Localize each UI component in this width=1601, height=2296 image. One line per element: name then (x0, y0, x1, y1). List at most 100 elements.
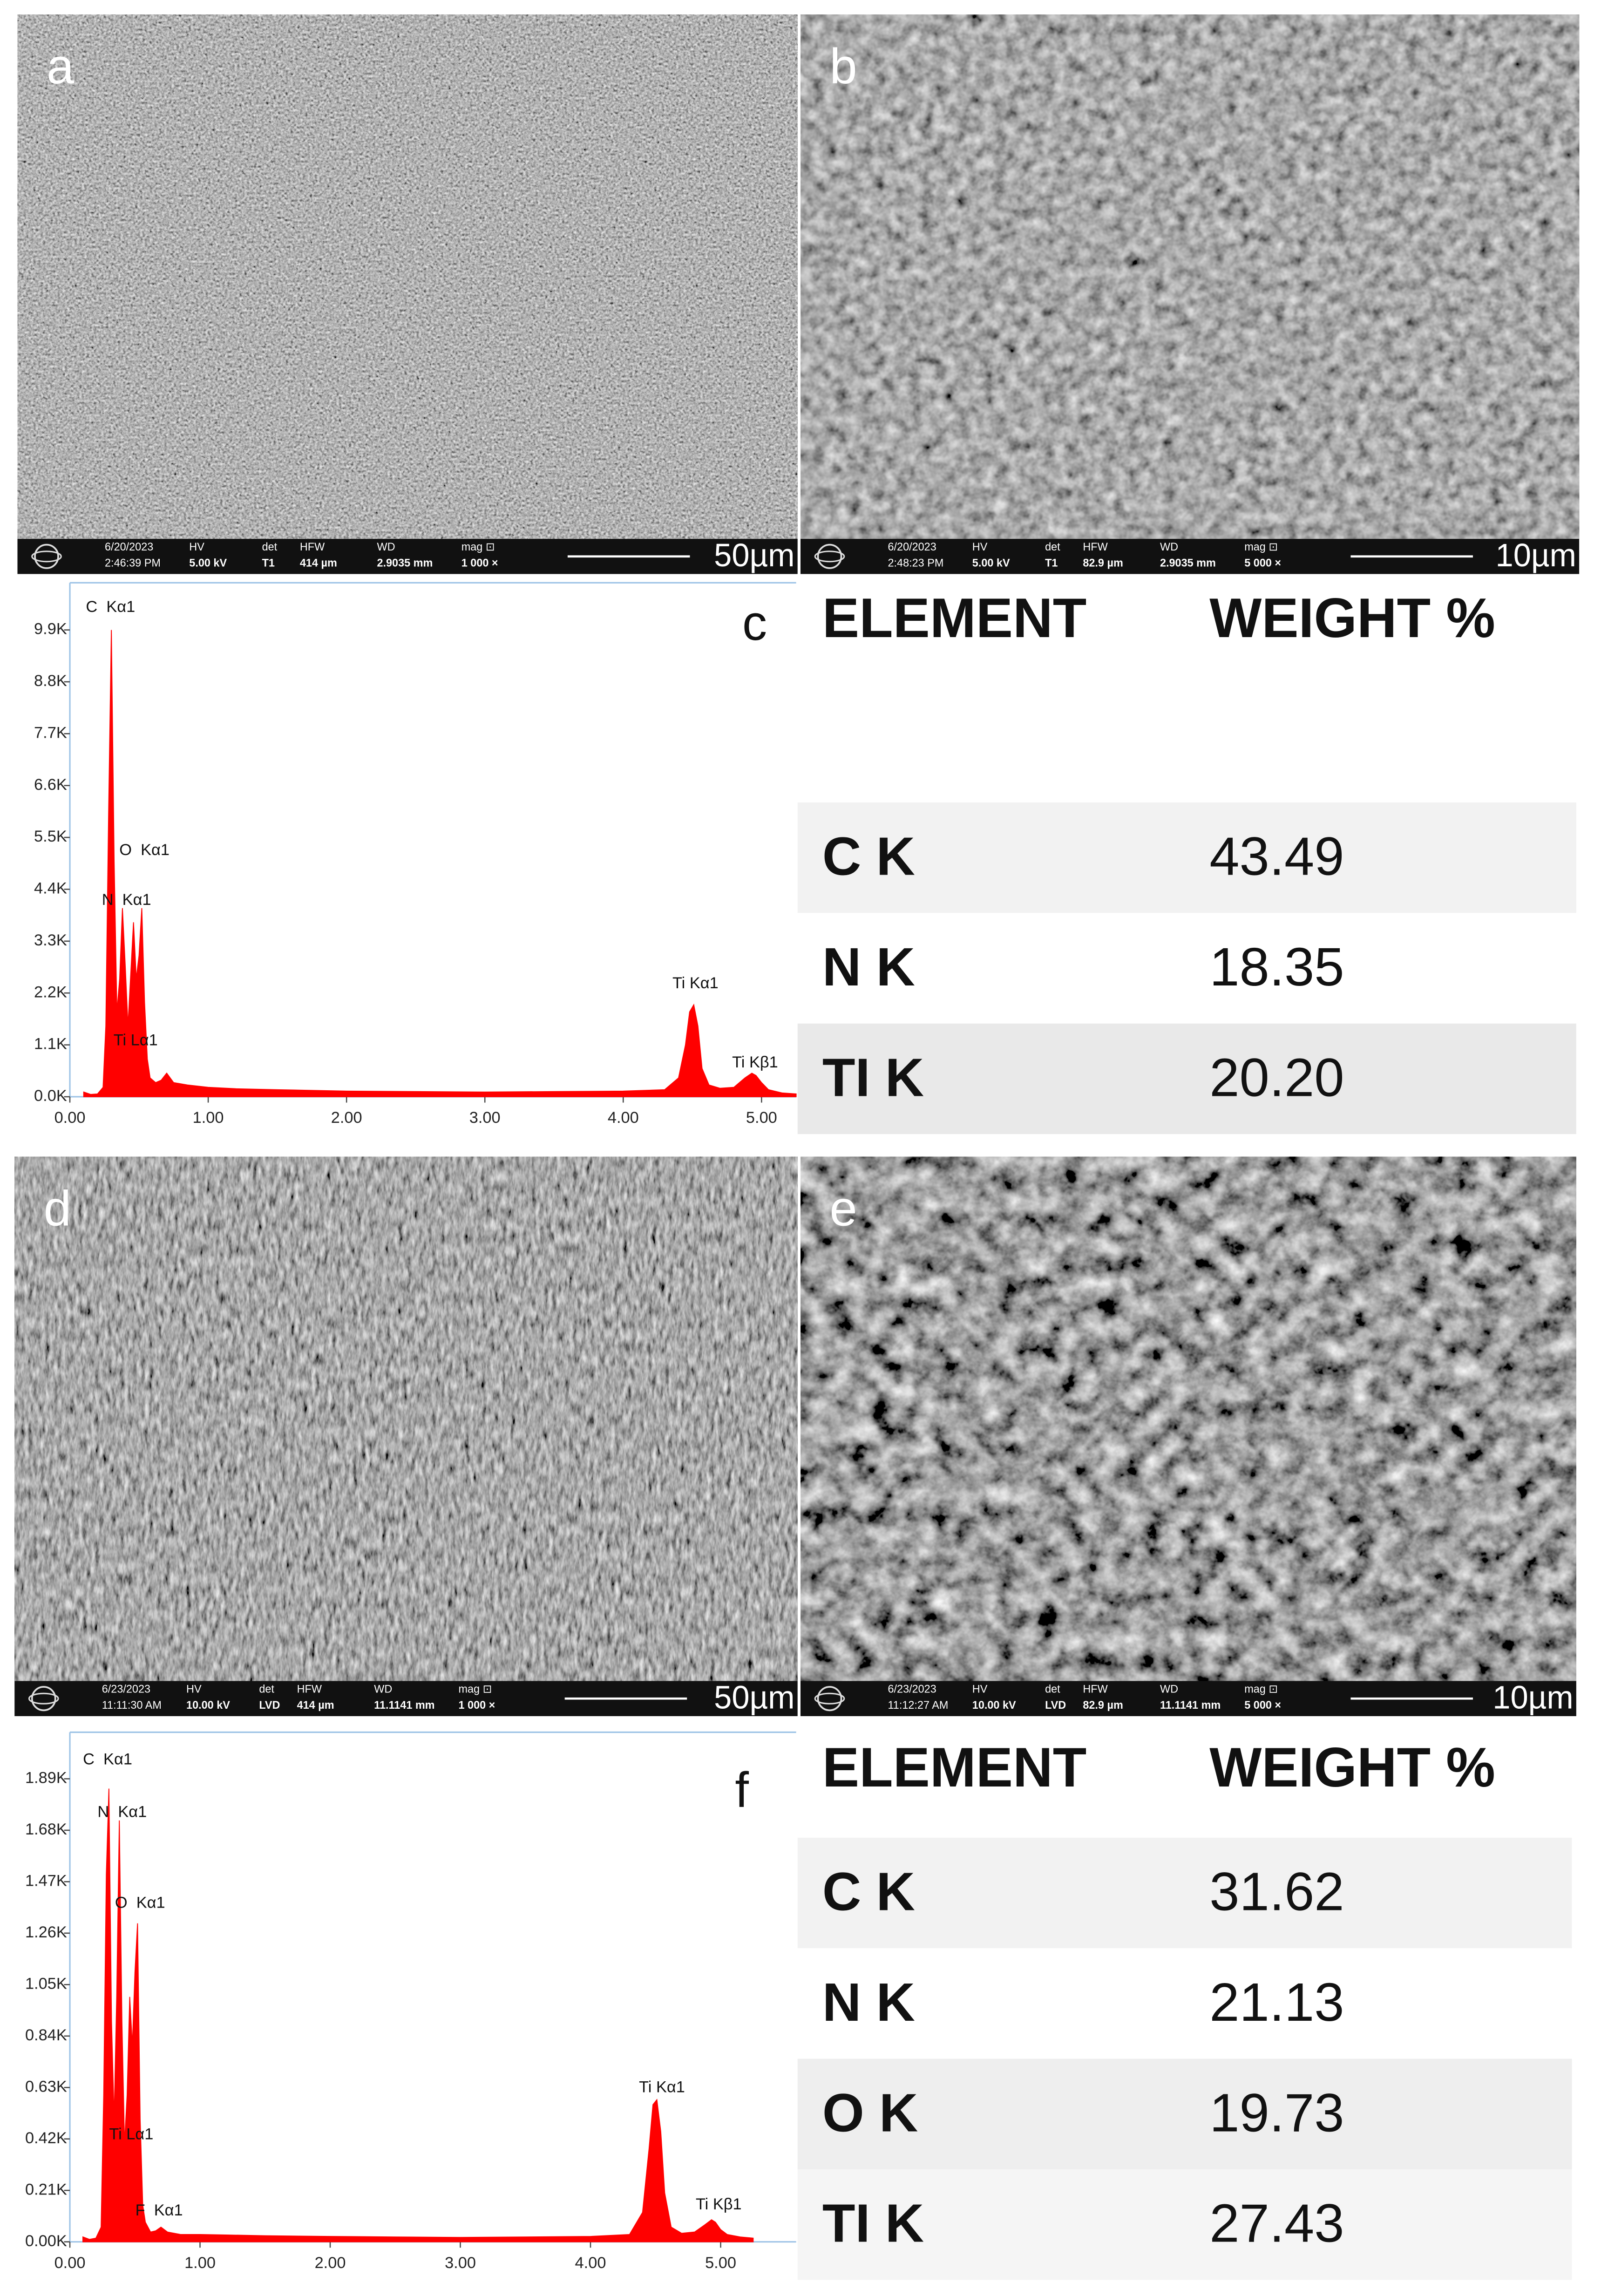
scale-label: 10µm (1496, 537, 1576, 573)
info-text: 82.9 µm (1083, 557, 1123, 569)
info-text: 1 000 × (461, 557, 498, 569)
y-tick-label: 7.7K (34, 724, 67, 741)
x-tick-label: 5.00 (705, 2254, 736, 2272)
table-row (797, 802, 1576, 913)
table-row (797, 1023, 1576, 1134)
x-tick-label: 1.00 (193, 1109, 224, 1127)
x-tick-label: 0.00 (54, 1109, 86, 1127)
info-text: 6/20/2023 (888, 541, 936, 553)
peak-label: N Kα1 (102, 891, 151, 909)
info-text: 5 000 × (1244, 557, 1281, 569)
x-tick-label: 0.00 (54, 2254, 86, 2272)
scale-label: 50µm (714, 537, 794, 573)
y-tick-label: 1.68K (25, 1820, 67, 1838)
info-text: 82.9 µm (1083, 1699, 1123, 1711)
weight-value: 43.49 (1209, 826, 1344, 886)
info-text: 11.1141 mm (1160, 1699, 1221, 1711)
logo (34, 543, 59, 569)
spectrum (82, 1788, 754, 2242)
info-text: HV (972, 541, 988, 553)
sem-image (800, 14, 1580, 539)
panel-letter: e (830, 1181, 857, 1236)
table-header: WEIGHT % (1209, 587, 1495, 649)
y-tick-label: 1.47K (25, 1872, 67, 1889)
info-text: HV (972, 1683, 988, 1695)
table-row (797, 913, 1576, 1024)
info-text: 11:12:27 AM (888, 1699, 949, 1711)
weight-value: 21.13 (1209, 1972, 1344, 2032)
x-tick-label: 2.00 (331, 1109, 362, 1127)
weight-value: 20.20 (1209, 1047, 1344, 1107)
logo (817, 543, 842, 569)
info-text: HV (186, 1683, 202, 1695)
info-text: 414 µm (300, 557, 337, 569)
info-text: 10.00 kV (972, 1699, 1016, 1711)
table-row (797, 2058, 1572, 2170)
y-tick-label: 3.3K (34, 931, 67, 949)
weight-value: 27.43 (1209, 2193, 1344, 2253)
peak-label: O Kα1 (115, 1894, 165, 1911)
y-tick-label: 0.21K (25, 2181, 67, 2198)
y-tick-label: 4.4K (34, 880, 67, 897)
y-tick-label: 0.63K (25, 2078, 67, 2095)
info-text: HFW (300, 541, 325, 553)
info-text: 10.00 kV (186, 1699, 230, 1711)
y-tick-label: 8.8K (34, 672, 67, 690)
info-text: LVD (259, 1699, 280, 1711)
y-tick-label: 0.0K (34, 1087, 67, 1105)
y-tick-label: 1.1K (34, 1035, 67, 1053)
y-tick-label: 0.84K (25, 2026, 67, 2044)
peak-label: Ti Lα1 (114, 1032, 158, 1049)
element-name: C K (822, 1861, 915, 1922)
info-text: WD (1160, 1683, 1178, 1695)
y-tick-label: 9.9K (34, 620, 67, 638)
info-text: mag ⊡ (461, 541, 495, 553)
x-tick-label: 4.00 (608, 1109, 639, 1127)
element-name: N K (822, 1972, 915, 2032)
y-tick-label: 1.05K (25, 1975, 67, 1992)
peak-label: Ti Kα1 (639, 2079, 685, 2096)
info-text: HFW (1083, 541, 1108, 553)
logo (28, 1692, 59, 1705)
info-text: 6/20/2023 (105, 541, 153, 553)
x-tick-label: 3.00 (469, 1109, 501, 1127)
info-text: 11:11:30 AM (102, 1699, 162, 1711)
peak-label: Ti Kβ1 (732, 1053, 778, 1071)
y-tick-label: 0.00K (25, 2232, 67, 2250)
info-text: 414 µm (297, 1699, 334, 1711)
element-name: O K (822, 2082, 918, 2143)
peak-label: Ti Kα1 (672, 974, 719, 992)
element-name: N K (822, 937, 915, 997)
element-name: TI K (822, 1047, 924, 1107)
x-tick-label: 5.00 (746, 1109, 777, 1127)
peak-label: C Kα1 (83, 1750, 132, 1768)
x-tick-label: 2.00 (315, 2254, 346, 2272)
scale-label: 50µm (714, 1679, 794, 1715)
info-text: 6/23/2023 (102, 1683, 150, 1695)
table-header: ELEMENT (822, 587, 1086, 649)
peak-label: F Kα1 (136, 2201, 183, 2219)
info-text: 11.1141 mm (374, 1699, 434, 1711)
panel-letter: d (44, 1181, 71, 1236)
table-header: WEIGHT % (1209, 1737, 1495, 1799)
peak-label: N Kα1 (97, 1803, 147, 1820)
element-name: TI K (822, 2193, 924, 2253)
y-tick-label: 1.26K (25, 1923, 67, 1941)
logo (31, 550, 62, 563)
info-text: det (262, 541, 278, 553)
panel-letter: c (742, 595, 767, 651)
peak-label: C Kα1 (86, 598, 135, 616)
info-text: WD (377, 541, 395, 553)
x-tick-label: 1.00 (184, 2254, 216, 2272)
info-text: mag ⊡ (459, 1683, 492, 1695)
info-text: 1 000 × (459, 1699, 495, 1711)
info-text: 5 000 × (1244, 1699, 1281, 1711)
logo (817, 1686, 842, 1712)
y-tick-label: 5.5K (34, 828, 67, 845)
info-text: 2.9035 mm (377, 557, 433, 569)
info-text: 5.00 kV (189, 557, 227, 569)
y-tick-label: 6.6K (34, 776, 67, 794)
table-row (797, 2169, 1572, 2280)
weight-value: 18.35 (1209, 937, 1344, 997)
